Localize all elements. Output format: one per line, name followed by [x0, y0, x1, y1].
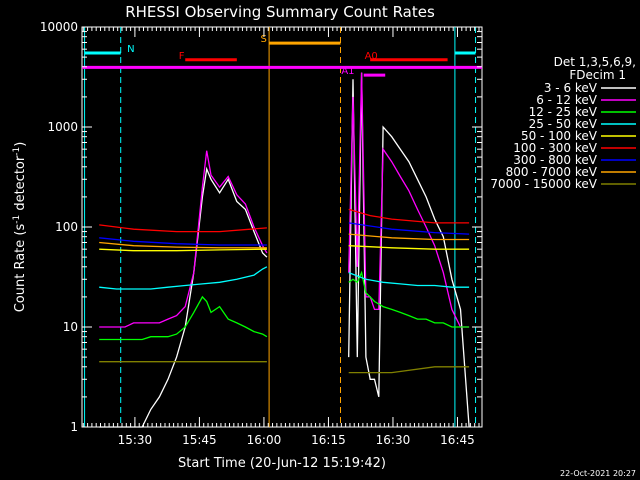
mode-flags: N F S A0 A1 [82, 34, 482, 77]
y-tick-label-1: 10 [63, 320, 78, 334]
legend-label-6: 300 - 800 keV [513, 153, 597, 167]
x-tick-label-5: 16:45 [440, 433, 475, 447]
x-axis-label: Start Time (20-Jun-12 15:19:42) [178, 456, 386, 471]
series-line-5-seg-1 [348, 208, 470, 224]
legend-label-8: 7000 - 15000 keV [490, 177, 597, 191]
legend-label-7: 800 - 7000 keV [506, 165, 598, 179]
series-line-8-seg-1 [348, 366, 470, 374]
flag-label-3: A0 [365, 51, 378, 62]
series-line-7-seg-0 [99, 241, 267, 249]
legend-label-5: 100 - 300 keV [513, 141, 597, 155]
x-tick-label-4: 16:30 [376, 433, 411, 447]
y-tick-label-3: 1000 [47, 120, 78, 134]
legend-label-2: 12 - 25 keV [529, 105, 598, 119]
series-lines [99, 72, 470, 428]
y-axis-label-end: ) [13, 142, 28, 147]
series-line-2-seg-1 [348, 270, 470, 328]
x-tick-label-3: 16:15 [311, 433, 346, 447]
series-line-1-seg-1 [348, 72, 470, 328]
flag-label-4: A1 [341, 66, 354, 77]
legend-label-0: 3 - 6 keV [544, 81, 598, 95]
series-line-2-seg-0 [99, 295, 268, 341]
series-line-3-seg-1 [348, 271, 470, 288]
y-axis-label-mid: detector [13, 155, 28, 215]
series-line-6-seg-0 [99, 237, 267, 246]
flag-label-1: F [179, 51, 185, 62]
series-line-4-seg-0 [99, 248, 267, 252]
series-line-7-seg-1 [348, 233, 470, 241]
chart-title: RHESSI Observing Summary Count Rates [125, 3, 435, 21]
legend-header-1: Det 1,3,5,6,9, [554, 55, 636, 69]
series-line-3-seg-0 [99, 266, 268, 290]
legend-label-3: 25 - 50 keV [529, 117, 598, 131]
series-line-6-seg-1 [348, 222, 470, 235]
series-line-1-seg-0 [99, 150, 268, 328]
flag-label-0: N [127, 44, 134, 55]
legend-label-4: 50 - 100 keV [521, 129, 598, 143]
flag-label-2: S [260, 34, 266, 45]
y-tick-label-4: 10000 [40, 20, 78, 34]
x-tick-label-2: 16:00 [247, 433, 282, 447]
y-axis-label-sup1: -1 [12, 215, 22, 224]
legend-header-2: FDecim 1 [569, 68, 626, 82]
axis-ticks: 1 10 100 1000 10000 15:30 15:45 16:00 16:15 16:30… [40, 20, 482, 447]
y-axis-label: Count Rate (s-1 detector-1) [12, 142, 28, 313]
y-tick-label-0: 1 [70, 420, 78, 434]
series-line-4-seg-1 [348, 245, 470, 250]
footer-date: 22-Oct-2021 20:27 [560, 469, 636, 478]
legend-label-1: 6 - 12 keV [536, 93, 598, 107]
y-tick-label-2: 100 [55, 220, 78, 234]
y-axis-label-sup2: -1 [12, 147, 22, 156]
x-tick-label-0: 15:30 [118, 433, 153, 447]
x-tick-label-1: 15:45 [182, 433, 217, 447]
y-axis-label-main: Count Rate (s [13, 224, 28, 313]
series-line-5-seg-0 [99, 224, 267, 233]
series-line-0-seg-0 [99, 166, 268, 428]
